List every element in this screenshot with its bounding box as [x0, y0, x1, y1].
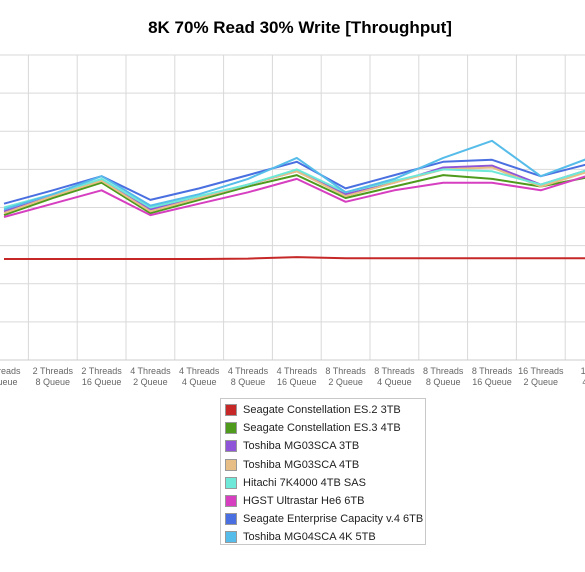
series-line-5 [3, 168, 585, 209]
x-tick-label: 2 Queue [524, 377, 559, 387]
x-tick-label: 2 Threads [33, 366, 74, 376]
legend-label: Toshiba MG03SCA 4TB [243, 458, 360, 471]
legend-swatch [225, 476, 237, 489]
legend-label: Seagate Constellation ES.2 3TB [243, 404, 401, 417]
legend-swatch [225, 440, 237, 453]
legend-item[interactable]: HGST Ultrastar He6 6TB [225, 492, 425, 510]
x-tick-label: 8 Queue [231, 377, 266, 387]
legend-label: Seagate Enterprise Capacity v.4 6TB [243, 513, 424, 526]
legend-item[interactable]: Hitachi 7K4000 4TB SAS [225, 474, 425, 492]
chart-series-lines [3, 139, 585, 260]
legend-item[interactable]: Seagate Enterprise Capacity v.4 6TB [225, 510, 425, 528]
x-tick-label: 4 Queue [182, 377, 217, 387]
legend-item[interactable]: Seagate Constellation ES.3 4TB [225, 419, 425, 437]
legend-label: HGST Ultrastar He6 6TB [243, 495, 365, 508]
x-tick-label: 4 Threads [228, 366, 269, 376]
series-line-6 [3, 175, 585, 218]
x-tick-label: 16 Queue [472, 377, 512, 387]
x-tick-label: 16 T [581, 366, 585, 376]
legend-item[interactable]: Toshiba MG03SCA 3TB [225, 437, 425, 455]
chart-grid [0, 54, 585, 361]
legend-label: Toshiba MG03SCA 3TB [243, 440, 360, 453]
x-tick-label: 8 Queue [426, 377, 461, 387]
legend-swatch [225, 458, 237, 471]
x-tick-label: 2 Threads [81, 366, 122, 376]
x-tick-label: 8 Threads [374, 366, 415, 376]
x-tick-label: Queue [0, 377, 18, 387]
x-tick-label: 4 Threads [179, 366, 220, 376]
legend-label: Toshiba MG04SCA 4K 5TB [243, 531, 376, 544]
legend-swatch [225, 513, 237, 526]
x-tick-label: 16 Queue [277, 377, 317, 387]
x-tick-label: Threads [0, 366, 21, 376]
legend-label: Seagate Constellation ES.3 4TB [243, 422, 401, 435]
legend-swatch [225, 404, 237, 417]
series-line-4 [3, 166, 585, 215]
legend-label: Hitachi 7K4000 4TB SAS [243, 476, 366, 489]
x-tick-label: 4 Q [582, 377, 585, 387]
x-tick-label: 4 Queue [377, 377, 412, 387]
legend-swatch [225, 422, 237, 435]
x-tick-label: 2 Queue [328, 377, 363, 387]
series-line-2 [3, 174, 585, 217]
legend-item[interactable]: Seagate Constellation ES.2 3TB [225, 401, 425, 419]
legend-item[interactable]: Toshiba MG04SCA 4K 5TB [225, 528, 425, 546]
series-line-8 [3, 139, 585, 211]
x-tick-label: 4 Threads [277, 366, 318, 376]
chart-title: 8K 70% Read 30% Write [Throughput] [148, 18, 452, 37]
x-tick-label: 16 Queue [82, 377, 122, 387]
x-tick-label: 2 Queue [133, 377, 168, 387]
legend-swatch [225, 495, 237, 508]
chart-legend: Seagate Constellation ES.2 3TB Seagate Co… [220, 398, 426, 545]
x-tick-label: 8 Queue [36, 377, 71, 387]
series-line-1 [4, 256, 585, 260]
legend-swatch [225, 531, 237, 544]
legend-item[interactable]: Toshiba MG03SCA 4TB [225, 456, 425, 474]
x-tick-label: 8 Threads [325, 366, 366, 376]
x-tick-label: 16 Threads [518, 366, 564, 376]
x-tick-label: 4 Threads [130, 366, 171, 376]
x-tick-label: 8 Threads [472, 366, 513, 376]
x-tick-label: 8 Threads [423, 366, 464, 376]
